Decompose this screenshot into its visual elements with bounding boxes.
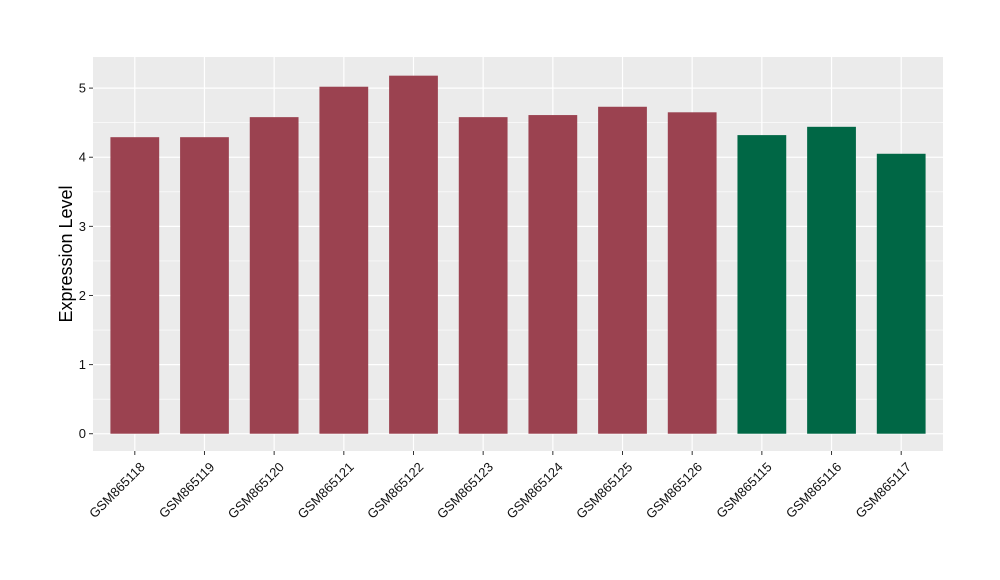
bar-GSM865118 <box>110 137 160 434</box>
bar-GSM865123 <box>458 117 508 434</box>
x-tick-label: GSM865121 <box>294 459 356 521</box>
bars <box>110 75 926 434</box>
bar-GSM865117 <box>876 153 926 434</box>
x-tick-label: GSM865122 <box>364 459 426 521</box>
minor-gridlines <box>93 122 943 400</box>
x-tick-label: GSM865125 <box>573 459 635 521</box>
y-tick-label: 4 <box>79 150 86 165</box>
x-tick-label: GSM865124 <box>504 459 566 521</box>
x-tick-label: GSM865118 <box>86 459 148 521</box>
bar-GSM865116 <box>807 126 856 434</box>
bar-GSM865119 <box>180 137 229 434</box>
y-tick-label: 0 <box>79 426 86 441</box>
bar-GSM865120 <box>249 117 299 434</box>
y-tick-label: 3 <box>79 219 86 234</box>
x-tick-label: GSM865126 <box>643 459 705 521</box>
x-tick-label: GSM865119 <box>156 459 218 521</box>
bar-GSM865124 <box>528 115 578 434</box>
bar-GSM865122 <box>389 75 438 434</box>
x-tick-label: GSM865120 <box>225 459 287 521</box>
x-tick-label: GSM865115 <box>713 459 775 521</box>
x-tick-label: GSM865123 <box>434 459 496 521</box>
bar-GSM865125 <box>598 106 647 434</box>
x-tick-label: GSM865117 <box>853 459 915 521</box>
bar-GSM865126 <box>667 112 717 434</box>
y-axis-title: Expression Level <box>56 185 76 322</box>
bar-GSM865121 <box>319 86 369 434</box>
y-tick-label: 1 <box>79 357 86 372</box>
bar-GSM865115 <box>737 135 787 434</box>
y-tick-label: 5 <box>79 81 86 96</box>
y-tick-label: 2 <box>79 288 86 303</box>
y-axis: 0 1 2 3 4 5 <box>79 81 93 441</box>
x-tick-label: GSM865116 <box>783 459 845 521</box>
x-axis: GSM865118 GSM865119 GSM865120 GSM865121 GSM8… <box>86 451 914 522</box>
